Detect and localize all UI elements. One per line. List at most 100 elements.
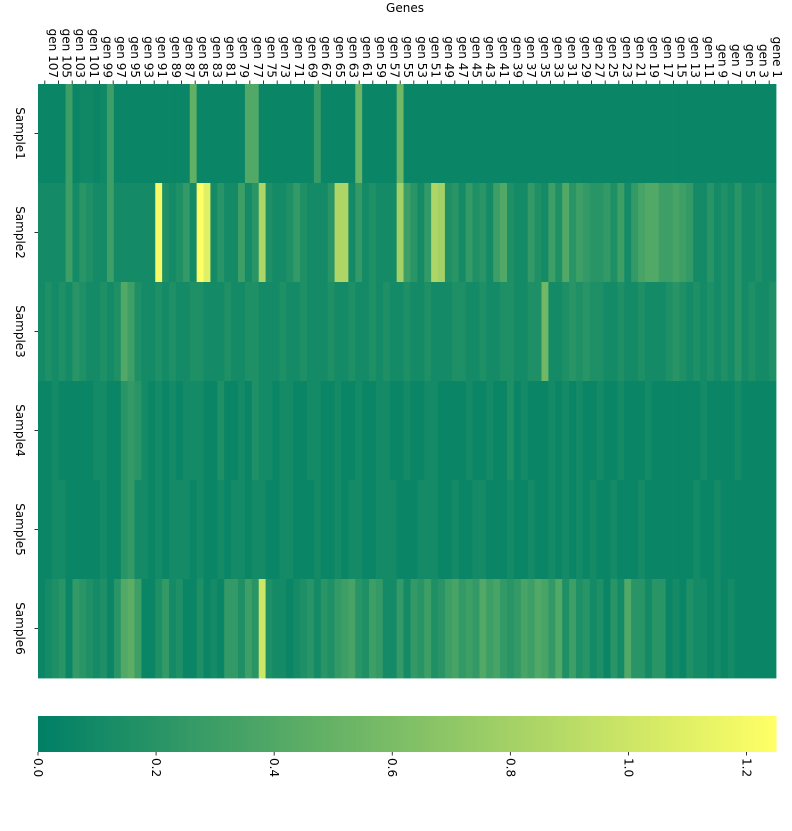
colorbar-segment [436,716,441,752]
x-tick-label: gen 77 [251,36,265,78]
heatmap-cell [603,480,611,580]
heatmap-cell [472,381,480,481]
heatmap-cell [686,381,694,481]
colorbar-segment [421,716,426,752]
heatmap-cell [451,84,460,184]
x-tick-label: gen 101 [87,29,101,78]
heatmap-cell [520,480,529,580]
heatmap-cell [638,579,646,679]
heatmap-cell [155,84,163,184]
heatmap-cell [327,282,335,382]
heatmap-cell [403,282,411,382]
heatmap-cell [624,183,632,283]
heatmap-cell [727,183,736,283]
heatmap-cell [313,381,322,481]
heatmap-cell [217,381,225,481]
heatmap-cell [106,579,115,679]
heatmap-cell [596,381,604,481]
heatmap-cell [562,480,570,580]
heatmap-cell [44,183,53,283]
heatmap-cell [86,84,94,184]
heatmap-cell [251,381,260,481]
heatmap-cell [720,480,729,580]
heatmap-cell [334,381,342,481]
heatmap-cell [644,183,653,283]
heatmap-cell [665,381,673,481]
heatmap-cell [644,381,653,481]
colorbar-segment [347,716,353,752]
heatmap-cell [169,282,177,382]
colorbar-segment [484,716,489,752]
heatmap-cell [631,579,639,679]
colorbar-segment [739,716,744,752]
colorbar-segment [643,716,648,752]
heatmap-cell [93,84,101,184]
colorbar-segment [148,716,153,752]
heatmap-cell [265,282,273,382]
heatmap-cell [741,579,749,679]
heatmap-cell [244,84,253,184]
heatmap-cell [362,84,370,184]
colorbar-segment [45,716,50,752]
colorbar-segment [141,716,146,752]
colorbar-segment [580,716,585,752]
colorbar-segment [621,716,626,752]
heatmap-cell [258,282,267,382]
colorbar-segment [244,716,249,752]
heatmap-cell [727,381,736,481]
colorbar-segment [587,716,592,752]
heatmap-cell [382,579,391,679]
heatmap-cell [38,480,46,580]
heatmap-cell [362,579,370,679]
colorbar-segment [52,716,57,752]
heatmap-cell [624,480,632,580]
heatmap-cell [38,183,46,283]
heatmap-cell [389,183,398,283]
heatmap-cell [38,84,46,184]
heatmap-cell [65,282,73,382]
heatmap-cell [403,381,411,481]
heatmap-cell [431,183,439,283]
heatmap-cell [603,183,611,283]
heatmap-cell [231,282,239,382]
heatmap-cell [100,282,108,382]
colorbar-segment [115,716,120,752]
heatmap-cell [769,84,777,184]
heatmap-cell [638,84,646,184]
heatmap-cell [520,381,529,481]
heatmap-cell [624,84,632,184]
colorbar-segment [502,716,508,752]
heatmap-cell [79,183,87,283]
colorbar-segment [159,716,164,752]
x-tick-label: gen 5 [743,44,757,78]
heatmap-cell [672,183,680,283]
heatmap-cell [348,183,356,283]
colorbar-segment [432,716,438,752]
heatmap-cell [651,282,660,382]
heatmap-cell [486,183,494,283]
heatmap-cell [507,579,515,679]
heatmap-cell [120,381,129,481]
heatmap-cell [596,183,604,283]
heatmap-cell [375,84,384,184]
heatmap-cell [431,480,439,580]
heatmap-cell [555,579,563,679]
heatmap-cell [713,183,722,283]
heatmap-cell [293,183,301,283]
heatmap-cell [210,282,218,382]
heatmap-cell [389,579,398,679]
heatmap-cell [507,381,515,481]
colorbar-segment [768,716,773,752]
heatmap-cell [44,480,53,580]
heatmap-cell [389,282,398,382]
heatmap-cell [238,282,246,382]
heatmap-cell [169,381,177,481]
colorbar-segment [336,716,342,752]
heatmap-cells [38,84,777,679]
heatmap-cell [762,579,770,679]
heatmap-cell [569,183,577,283]
heatmap-cell [451,579,460,679]
x-tick-label: gen 3 [757,44,771,78]
x-tick-label: gen 59 [374,36,388,78]
heatmap-cell [79,282,87,382]
